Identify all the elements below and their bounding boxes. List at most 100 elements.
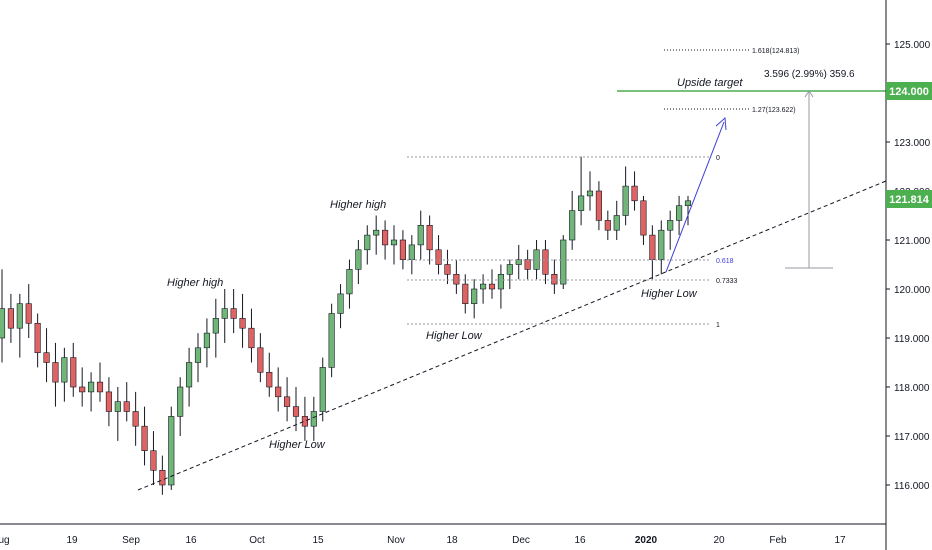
candle	[292, 387, 300, 432]
candle	[141, 406, 148, 466]
candle-body	[382, 229, 389, 246]
candle	[105, 377, 112, 427]
y-tick-label: 117.000	[894, 432, 930, 443]
candle	[390, 225, 398, 265]
candle-body	[399, 239, 406, 260]
candle	[114, 387, 121, 441]
x-tick-label: 2020	[635, 535, 658, 546]
candle	[462, 274, 469, 314]
candle	[284, 377, 291, 422]
candle	[221, 289, 228, 343]
candle-body	[408, 244, 415, 260]
candle	[506, 259, 513, 289]
fib-label-1: 1	[716, 322, 720, 329]
candle	[649, 225, 656, 280]
annotation-upside-target: Upside target	[677, 77, 743, 89]
candle	[444, 249, 451, 285]
candle-body	[586, 190, 594, 197]
candle-body	[266, 371, 273, 388]
candle-body	[595, 190, 602, 221]
candle	[435, 235, 442, 275]
annotation-higher-high-1: Higher high	[167, 277, 223, 289]
candle	[515, 244, 522, 280]
candle-body	[301, 416, 308, 427]
candle-body	[16, 303, 23, 329]
candle-body	[275, 386, 282, 398]
projection-arrowhead	[715, 116, 727, 131]
x-tick-label: 19	[66, 535, 78, 546]
x-tick-label: 18	[446, 535, 458, 546]
candle-body	[560, 239, 567, 285]
candle-body	[150, 450, 157, 471]
x-tick-label: Sep	[122, 535, 140, 546]
y-tick-label: 125.000	[894, 40, 931, 51]
candles-group	[0, 156, 692, 495]
candle-body	[542, 249, 549, 275]
x-tick-label: Dec	[512, 535, 530, 546]
candle	[88, 372, 95, 412]
candle	[43, 328, 50, 383]
candle-body	[640, 200, 647, 236]
candle-body	[43, 352, 50, 363]
candle-body	[52, 362, 59, 383]
candle-body	[390, 239, 398, 246]
candle	[194, 333, 202, 383]
candle	[586, 171, 594, 211]
candle	[203, 318, 210, 368]
y-ticks: 116.000 117.000 118.000 119.000 120.000 121.0…	[886, 40, 931, 492]
candle-body	[70, 357, 77, 388]
candle-body	[569, 210, 576, 241]
candle	[132, 391, 139, 446]
candle-body	[649, 234, 656, 260]
target-price-label-bg	[886, 82, 932, 100]
candle-body	[284, 396, 291, 407]
candle-body	[337, 293, 344, 314]
candle-body	[203, 332, 210, 349]
candle-body	[355, 249, 362, 270]
candle-body	[658, 229, 665, 260]
candle	[16, 293, 23, 358]
candle	[667, 210, 674, 250]
candle	[230, 289, 237, 334]
annotation-higher-high-2: Higher high	[330, 199, 386, 211]
candle	[364, 225, 371, 265]
candle	[613, 200, 620, 240]
candle-body	[114, 401, 121, 412]
candle	[551, 259, 558, 294]
candle	[266, 352, 273, 397]
annotation-higher-low-1: Higher Low	[269, 439, 326, 451]
candle-body	[604, 220, 611, 231]
candle	[70, 342, 77, 397]
candle	[524, 249, 531, 280]
candle-body	[88, 381, 95, 393]
annotation-measure: 3.596 (2.99%) 359.6	[764, 69, 855, 80]
candle	[569, 191, 576, 250]
candle	[239, 293, 246, 348]
candle	[0, 269, 6, 363]
candle	[212, 298, 219, 358]
candle	[168, 406, 175, 490]
x-tick-label: Nov	[387, 535, 405, 546]
trendline	[137, 180, 887, 491]
annotation-higher-low-2: Higher Low	[426, 330, 483, 342]
candle-body	[141, 425, 148, 452]
candle	[159, 455, 166, 495]
candle-body	[524, 259, 531, 270]
y-tick-label: 120.000	[894, 285, 931, 296]
candle	[631, 171, 638, 211]
candle-body	[212, 318, 219, 334]
candle-body	[105, 391, 112, 412]
candle	[658, 220, 665, 275]
y-tick-label: 119.000	[894, 334, 930, 345]
candle-body	[426, 225, 433, 251]
candle	[186, 347, 193, 407]
candle-body	[159, 469, 166, 486]
overlay-group: Higher high Higher high Higher Low Highe…	[137, 48, 887, 491]
y-tick-label: 123.000	[894, 138, 931, 149]
candle-body	[248, 327, 255, 349]
candle-body	[417, 225, 424, 246]
candle-body	[506, 264, 513, 275]
candle	[328, 303, 335, 378]
x-tick-label: Oct	[249, 535, 265, 546]
candle-body	[168, 416, 175, 486]
